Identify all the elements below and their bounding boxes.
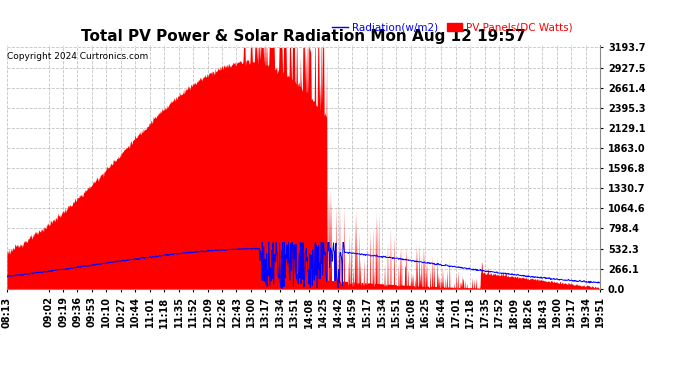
Legend: Radiation(w/m2), PV Panels(DC Watts): Radiation(w/m2), PV Panels(DC Watts) <box>328 18 578 37</box>
Title: Total PV Power & Solar Radiation Mon Aug 12 19:57: Total PV Power & Solar Radiation Mon Aug… <box>81 29 526 44</box>
Text: Copyright 2024 Curtronics.com: Copyright 2024 Curtronics.com <box>8 53 149 61</box>
